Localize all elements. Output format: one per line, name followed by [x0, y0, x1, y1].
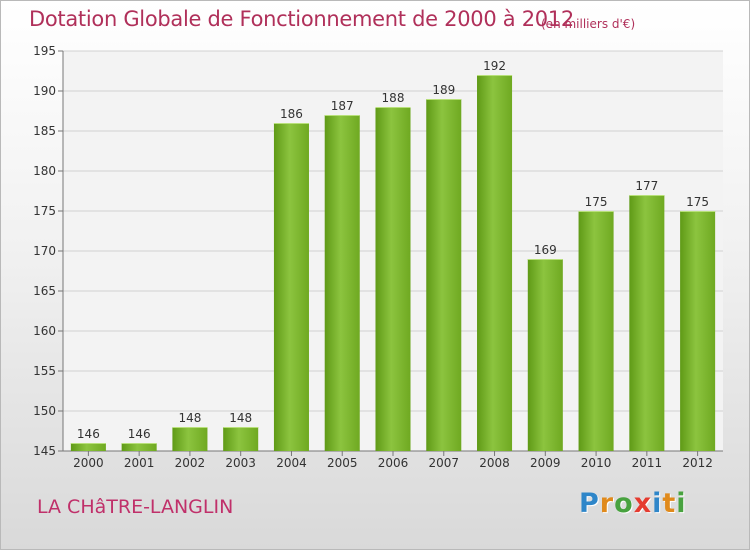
chart-unit: (en milliers d'€) — [541, 17, 636, 31]
bar-2006 — [375, 107, 411, 451]
bar-2007 — [426, 99, 462, 451]
x-tick-label-2002: 2002 — [175, 456, 206, 470]
y-tick-label: 155 — [33, 364, 56, 378]
y-tick-label: 145 — [33, 444, 56, 458]
bar-2008 — [477, 75, 513, 451]
value-label-2011: 177 — [635, 179, 658, 193]
x-tick-label-2006: 2006 — [378, 456, 409, 470]
value-label-2009: 169 — [534, 243, 557, 257]
value-label-2008: 192 — [483, 59, 506, 73]
chart-title: Dotation Globale de Fonctionnement de 20… — [29, 7, 574, 31]
value-label-2000: 146 — [77, 427, 100, 441]
y-tick-label: 185 — [33, 124, 56, 138]
y-tick-label: 160 — [33, 324, 56, 338]
x-tick-label-2011: 2011 — [632, 456, 663, 470]
y-tick-label: 170 — [33, 244, 56, 258]
x-tick-label-2004: 2004 — [276, 456, 307, 470]
y-tick-label: 190 — [33, 84, 56, 98]
x-tick-label-2003: 2003 — [225, 456, 256, 470]
bar-2002 — [172, 427, 208, 451]
bar-2012 — [680, 211, 716, 451]
value-label-2012: 175 — [686, 195, 709, 209]
y-tick-label: 180 — [33, 164, 56, 178]
logo-letter: P — [579, 488, 600, 519]
bar-2003 — [223, 427, 259, 451]
bar-2010 — [578, 211, 614, 451]
logo-letter: i — [676, 488, 687, 519]
bar-2011 — [629, 195, 665, 451]
logo-letter: x — [633, 488, 653, 519]
bar-2000 — [70, 443, 106, 451]
bar-2005 — [324, 115, 360, 451]
x-tick-label-2008: 2008 — [479, 456, 510, 470]
value-label-2001: 146 — [128, 427, 151, 441]
logo-letter: t — [662, 488, 677, 519]
x-tick-label-2010: 2010 — [581, 456, 612, 470]
labels: 145 150 155 160 165 170 175 180 185 190 195 146 2000… — [33, 44, 713, 470]
y-tick-label: 175 — [33, 204, 56, 218]
y-tick-label: 150 — [33, 404, 56, 418]
value-label-2002: 148 — [178, 411, 201, 425]
value-label-2005: 187 — [331, 99, 354, 113]
x-tick-label-2007: 2007 — [428, 456, 459, 470]
y-tick-label: 195 — [33, 44, 56, 58]
logo-letter: o — [614, 488, 634, 519]
bars — [70, 75, 716, 451]
bar-2001 — [121, 443, 157, 451]
proxiti-logo: Proxiti — [579, 488, 687, 519]
x-tick-label-2001: 2001 — [124, 456, 155, 470]
value-label-2006: 188 — [382, 91, 405, 105]
y-tick-label: 165 — [33, 284, 56, 298]
x-tick-label-2000: 2000 — [73, 456, 104, 470]
commune-name: LA CHâTRE-LANGLIN — [37, 496, 234, 518]
x-tick-label-2009: 2009 — [530, 456, 561, 470]
value-label-2010: 175 — [585, 195, 608, 209]
value-label-2007: 189 — [432, 83, 455, 97]
x-tick-label-2005: 2005 — [327, 456, 358, 470]
value-label-2004: 186 — [280, 107, 303, 121]
logo-letter: r — [599, 488, 615, 519]
bar-2009 — [527, 259, 563, 451]
logo-letter: i — [652, 488, 663, 519]
x-tick-label-2012: 2012 — [682, 456, 713, 470]
bar-2004 — [273, 123, 309, 451]
value-label-2003: 148 — [229, 411, 252, 425]
